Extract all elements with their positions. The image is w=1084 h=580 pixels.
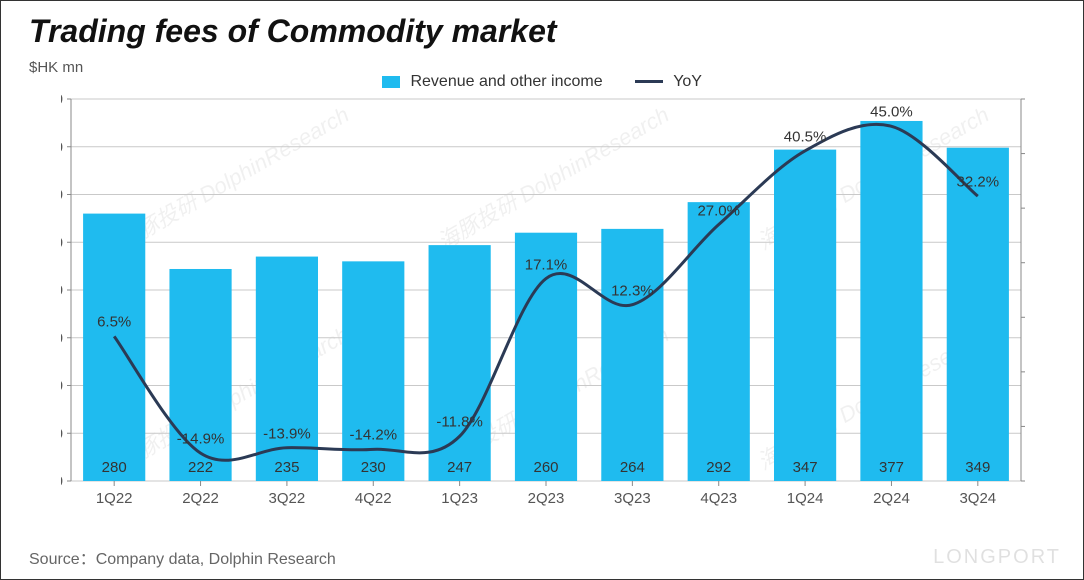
chart-area: 050100150200250300350400-20%-10%0%10%20%… xyxy=(61,91,1031,511)
svg-text:200: 200 xyxy=(61,282,63,299)
line-value-label: 45.0% xyxy=(870,104,913,121)
svg-text:2Q23: 2Q23 xyxy=(528,490,565,507)
source-text: Source：Company data, Dolphin Research xyxy=(29,545,336,569)
svg-text:3Q23: 3Q23 xyxy=(614,490,651,507)
legend-bar-label: Revenue and other income xyxy=(410,73,602,90)
svg-text:4Q22: 4Q22 xyxy=(355,490,392,507)
legend-line-swatch xyxy=(635,80,663,83)
legend: Revenue and other income YoY xyxy=(1,73,1083,91)
svg-text:4Q23: 4Q23 xyxy=(700,490,737,507)
svg-text:0: 0 xyxy=(61,473,63,490)
bar-value-label: 347 xyxy=(793,459,818,476)
svg-text:300: 300 xyxy=(61,187,63,204)
svg-text:400: 400 xyxy=(61,91,63,108)
bar-value-label: 222 xyxy=(188,459,213,476)
bar-value-label: 264 xyxy=(620,459,645,476)
legend-line-label: YoY xyxy=(673,73,702,90)
bar-value-label: 349 xyxy=(965,459,990,476)
legend-bar: Revenue and other income xyxy=(382,73,603,91)
svg-text:1Q22: 1Q22 xyxy=(96,490,133,507)
legend-line: YoY xyxy=(635,73,702,91)
legend-bar-swatch xyxy=(382,76,400,88)
chart-plot: 050100150200250300350400-20%-10%0%10%20%… xyxy=(61,91,1031,511)
bar-value-label: 235 xyxy=(274,459,299,476)
line-value-label: 27.0% xyxy=(697,202,740,219)
line-value-label: -14.9% xyxy=(177,431,225,448)
svg-text:3Q22: 3Q22 xyxy=(269,490,306,507)
svg-text:2Q24: 2Q24 xyxy=(873,490,910,507)
line-value-label: 32.2% xyxy=(957,174,1000,191)
bar-value-label: 260 xyxy=(533,459,558,476)
svg-text:100: 100 xyxy=(61,378,63,395)
line-value-label: 12.3% xyxy=(611,282,654,299)
svg-text:2Q22: 2Q22 xyxy=(182,490,219,507)
svg-text:350: 350 xyxy=(61,139,63,156)
brand-watermark: LONGPORT xyxy=(933,546,1061,569)
bar-value-label: 377 xyxy=(879,459,904,476)
chart-title: Trading fees of Commodity market xyxy=(29,13,557,50)
svg-text:250: 250 xyxy=(61,234,63,251)
svg-text:50: 50 xyxy=(61,425,63,442)
line-value-label: -14.2% xyxy=(350,427,398,444)
svg-text:1Q23: 1Q23 xyxy=(441,490,478,507)
svg-text:150: 150 xyxy=(61,330,63,347)
line-value-label: -11.8% xyxy=(436,414,482,431)
svg-text:3Q24: 3Q24 xyxy=(959,490,996,507)
bar-value-label: 280 xyxy=(102,459,127,476)
bar-value-label: 247 xyxy=(447,459,472,476)
line-value-label: 17.1% xyxy=(525,256,568,273)
svg-text:1Q24: 1Q24 xyxy=(787,490,824,507)
line-value-label: 40.5% xyxy=(784,128,827,145)
bar-value-label: 292 xyxy=(706,459,731,476)
line-value-label: 6.5% xyxy=(97,314,131,331)
bar-value-label: 230 xyxy=(361,459,386,476)
line-value-label: -13.9% xyxy=(263,425,311,442)
